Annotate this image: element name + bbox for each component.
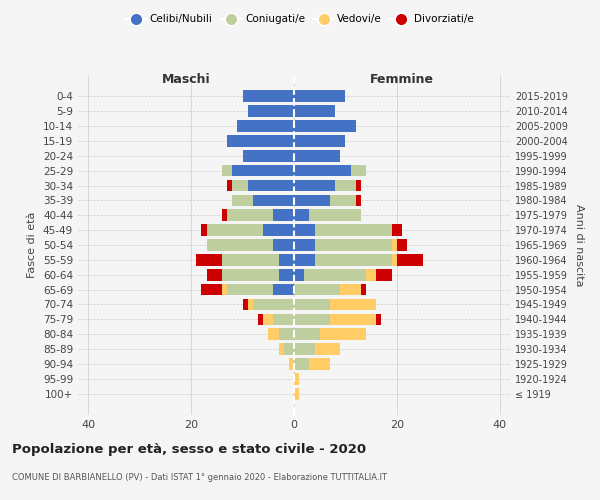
Text: COMUNE DI BARBIANELLO (PV) - Dati ISTAT 1° gennaio 2020 - Elaborazione TUTTITALI: COMUNE DI BARBIANELLO (PV) - Dati ISTAT … (12, 472, 387, 482)
Bar (330, 298, 376, 310)
Bar (206, 269, 222, 280)
Bar (310, 358, 330, 370)
Bar (314, 224, 392, 236)
Bar (227, 284, 274, 296)
Bar (278, 328, 294, 340)
Bar (274, 239, 294, 251)
Bar (350, 165, 366, 176)
Bar (227, 180, 232, 192)
Bar (206, 239, 274, 251)
Bar (392, 224, 402, 236)
Bar (248, 106, 294, 117)
Bar (294, 314, 330, 325)
Bar (314, 239, 392, 251)
Bar (284, 344, 294, 355)
Text: Femmine: Femmine (370, 73, 434, 86)
Bar (361, 284, 366, 296)
Bar (248, 298, 253, 310)
Bar (294, 150, 340, 162)
Bar (232, 165, 294, 176)
Bar (330, 194, 356, 206)
Bar (294, 269, 304, 280)
Bar (289, 358, 294, 370)
Bar (392, 239, 397, 251)
Y-axis label: Anni di nascita: Anni di nascita (574, 204, 584, 286)
Text: Maschi: Maschi (161, 73, 211, 86)
Bar (356, 180, 361, 192)
Bar (314, 344, 340, 355)
Bar (294, 328, 320, 340)
Bar (314, 254, 392, 266)
Bar (242, 90, 294, 102)
Bar (294, 90, 346, 102)
Bar (248, 180, 294, 192)
Bar (274, 284, 294, 296)
Bar (222, 210, 227, 221)
Bar (392, 254, 397, 266)
Bar (376, 314, 382, 325)
Bar (278, 269, 294, 280)
Bar (294, 284, 340, 296)
Bar (294, 165, 350, 176)
Text: Popolazione per età, sesso e stato civile - 2020: Popolazione per età, sesso e stato civil… (12, 442, 366, 456)
Bar (253, 194, 294, 206)
Bar (258, 314, 263, 325)
Bar (202, 224, 206, 236)
Bar (340, 284, 361, 296)
Bar (294, 210, 310, 221)
Bar (196, 254, 222, 266)
Bar (232, 180, 248, 192)
Bar (227, 135, 294, 146)
Bar (310, 210, 361, 221)
Bar (356, 194, 361, 206)
Bar (263, 224, 294, 236)
Bar (274, 314, 294, 325)
Bar (206, 224, 263, 236)
Bar (222, 269, 278, 280)
Bar (376, 269, 392, 280)
Bar (294, 388, 299, 400)
Bar (278, 344, 284, 355)
Bar (238, 120, 294, 132)
Bar (397, 239, 407, 251)
Bar (294, 344, 314, 355)
Bar (253, 298, 294, 310)
Bar (335, 180, 356, 192)
Bar (202, 284, 222, 296)
Bar (294, 254, 314, 266)
Bar (294, 194, 330, 206)
Bar (294, 298, 330, 310)
Bar (304, 269, 366, 280)
Bar (268, 328, 278, 340)
Bar (232, 194, 253, 206)
Bar (242, 150, 294, 162)
Bar (222, 165, 232, 176)
Bar (242, 298, 248, 310)
Bar (294, 224, 314, 236)
Bar (397, 254, 422, 266)
Bar (294, 373, 299, 384)
Bar (294, 135, 346, 146)
Bar (227, 210, 274, 221)
Bar (222, 284, 227, 296)
Bar (278, 254, 294, 266)
Bar (294, 358, 310, 370)
Bar (274, 210, 294, 221)
Bar (294, 120, 356, 132)
Bar (366, 269, 376, 280)
Bar (222, 254, 278, 266)
Bar (263, 314, 274, 325)
Legend: Celibi/Nubili, Coniugati/e, Vedovi/e, Divorziati/e: Celibi/Nubili, Coniugati/e, Vedovi/e, Di… (122, 10, 478, 29)
Y-axis label: Fasce di età: Fasce di età (28, 212, 37, 278)
Bar (294, 180, 335, 192)
Bar (294, 106, 335, 117)
Bar (320, 328, 366, 340)
Bar (330, 314, 376, 325)
Bar (294, 239, 314, 251)
